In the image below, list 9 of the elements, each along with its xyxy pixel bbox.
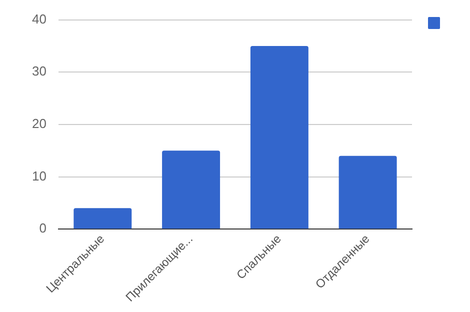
y-tick-label: 10 — [32, 168, 46, 184]
bar — [74, 208, 132, 229]
y-tick-label: 40 — [32, 11, 46, 26]
bar — [250, 46, 308, 229]
bar — [162, 150, 220, 229]
y-tick-label: 20 — [32, 116, 46, 132]
bar — [338, 156, 397, 229]
y-tick-label: 30 — [32, 64, 46, 79]
y-tick-label: 0 — [39, 220, 46, 236]
